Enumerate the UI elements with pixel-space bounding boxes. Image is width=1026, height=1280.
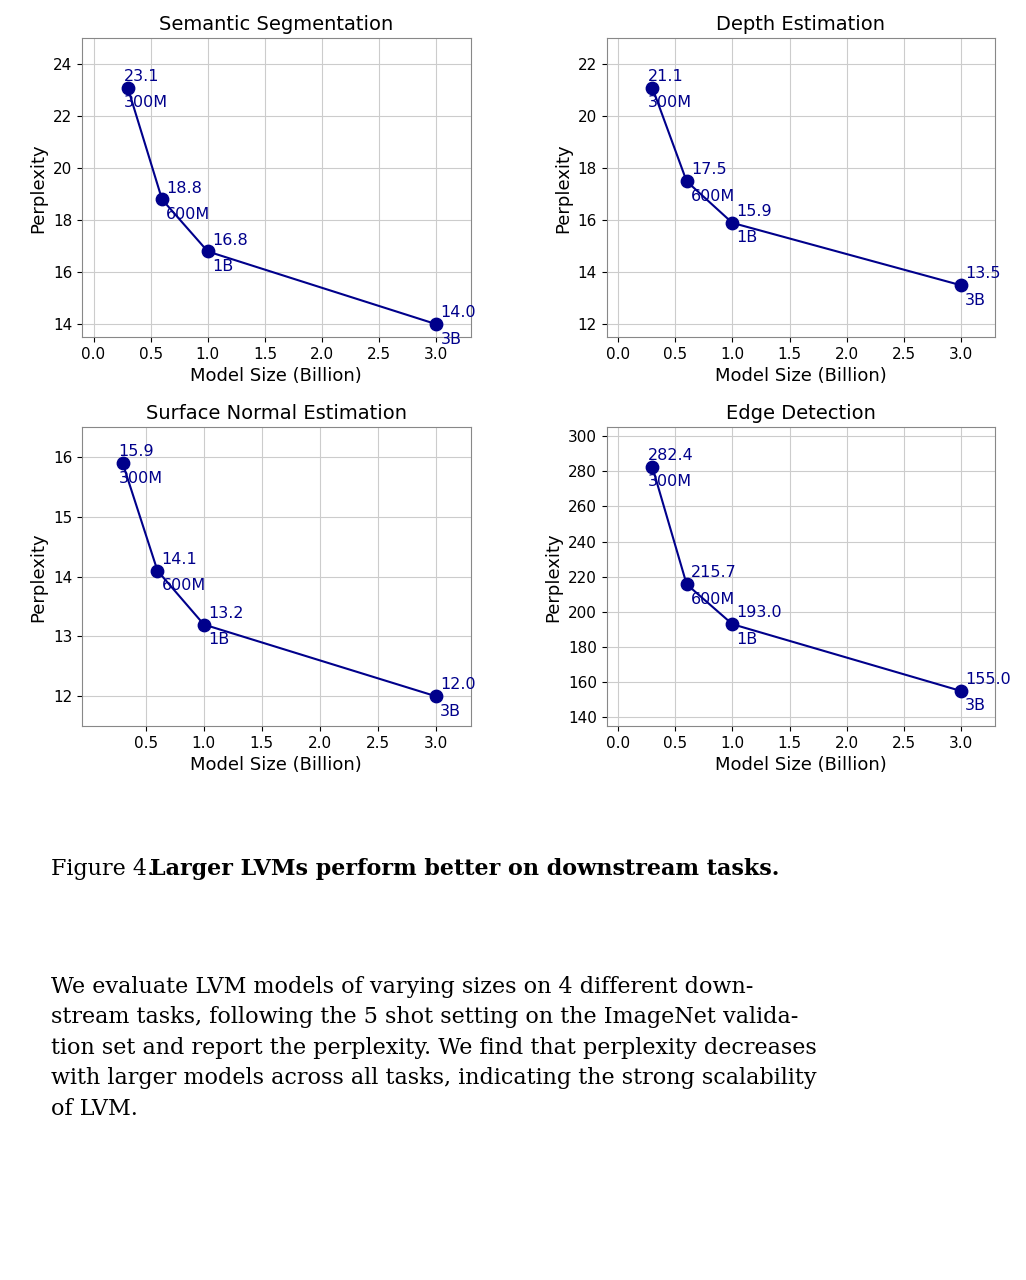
- Title: Edge Detection: Edge Detection: [726, 404, 876, 422]
- Text: 1B: 1B: [208, 632, 229, 646]
- Point: [724, 212, 741, 233]
- Text: 12.0: 12.0: [440, 677, 476, 692]
- Text: 215.7: 215.7: [690, 566, 737, 580]
- Text: 600M: 600M: [690, 188, 735, 204]
- Point: [428, 686, 444, 707]
- Text: 1B: 1B: [737, 230, 758, 246]
- X-axis label: Model Size (Billion): Model Size (Billion): [715, 756, 886, 774]
- Text: 300M: 300M: [123, 95, 168, 110]
- Y-axis label: Perplexity: Perplexity: [545, 532, 562, 622]
- Text: 3B: 3B: [965, 293, 986, 307]
- Point: [644, 78, 661, 99]
- Text: 17.5: 17.5: [690, 163, 726, 178]
- Text: 155.0: 155.0: [965, 672, 1011, 687]
- Text: 1B: 1B: [737, 631, 758, 646]
- Point: [428, 314, 444, 334]
- Point: [953, 681, 970, 701]
- Text: 600M: 600M: [690, 591, 735, 607]
- Text: 300M: 300M: [119, 471, 163, 485]
- Point: [644, 457, 661, 477]
- Text: 193.0: 193.0: [737, 605, 782, 621]
- X-axis label: Model Size (Billion): Model Size (Billion): [715, 367, 886, 385]
- Point: [154, 189, 170, 210]
- Title: Surface Normal Estimation: Surface Normal Estimation: [146, 404, 407, 422]
- Text: We evaluate LVM models of varying sizes on 4 different down-
stream tasks, follo: We evaluate LVM models of varying sizes …: [51, 975, 817, 1120]
- Point: [724, 614, 741, 635]
- Text: Figure 4.: Figure 4.: [51, 858, 168, 879]
- Point: [149, 561, 165, 581]
- Text: 16.8: 16.8: [212, 233, 247, 247]
- Point: [115, 453, 131, 474]
- Text: 18.8: 18.8: [166, 180, 202, 196]
- Title: Depth Estimation: Depth Estimation: [716, 15, 885, 35]
- Text: 15.9: 15.9: [737, 204, 773, 219]
- Text: 3B: 3B: [440, 332, 462, 347]
- Y-axis label: Perplexity: Perplexity: [30, 532, 47, 622]
- Point: [678, 172, 695, 192]
- Point: [200, 241, 216, 261]
- Point: [678, 573, 695, 594]
- Text: 300M: 300M: [648, 95, 693, 110]
- Text: 600M: 600M: [166, 207, 210, 221]
- Y-axis label: Perplexity: Perplexity: [554, 143, 573, 233]
- Point: [196, 614, 212, 635]
- Text: 13.2: 13.2: [208, 605, 243, 621]
- Text: 23.1: 23.1: [123, 69, 159, 83]
- Point: [953, 275, 970, 296]
- Text: 15.9: 15.9: [119, 444, 154, 460]
- Text: 14.0: 14.0: [440, 305, 476, 320]
- Point: [120, 78, 136, 99]
- X-axis label: Model Size (Billion): Model Size (Billion): [191, 367, 362, 385]
- Title: Semantic Segmentation: Semantic Segmentation: [159, 15, 394, 35]
- Text: Larger LVMs perform better on downstream tasks.: Larger LVMs perform better on downstream…: [151, 858, 780, 879]
- Text: 300M: 300M: [648, 475, 693, 489]
- Text: 1B: 1B: [212, 259, 233, 274]
- Text: 14.1: 14.1: [162, 552, 197, 567]
- Text: 21.1: 21.1: [648, 69, 684, 83]
- Y-axis label: Perplexity: Perplexity: [30, 143, 47, 233]
- Text: 282.4: 282.4: [648, 448, 694, 463]
- Text: 600M: 600M: [162, 579, 206, 593]
- Text: 3B: 3B: [440, 704, 461, 718]
- Text: 3B: 3B: [965, 699, 986, 713]
- Text: 13.5: 13.5: [965, 266, 1000, 282]
- X-axis label: Model Size (Billion): Model Size (Billion): [191, 756, 362, 774]
